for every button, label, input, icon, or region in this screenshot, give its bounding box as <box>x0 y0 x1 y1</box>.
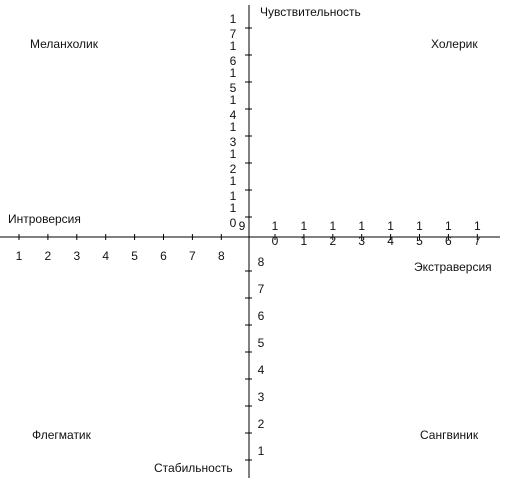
tick-label: 5 <box>257 336 265 350</box>
tick-label: 8 <box>257 255 265 269</box>
tick-label: 2 <box>44 249 52 263</box>
tick-label: 9 <box>238 219 246 233</box>
quadrant-label: Меланхолик <box>30 37 98 51</box>
tick-label: 4 <box>257 363 265 377</box>
tick-label: 8 <box>217 249 225 263</box>
tick-label: 2 <box>257 417 265 431</box>
tick-label: 16 <box>229 39 237 68</box>
quadrant-label: Флегматик <box>32 428 91 442</box>
tick-label: 6 <box>160 249 167 263</box>
quadrant-label: Сангвиник <box>420 428 479 442</box>
axis-label-right: Экстраверсия <box>414 260 492 274</box>
tick-label: 12 <box>329 219 337 248</box>
tick-label: 10 <box>229 201 237 230</box>
tick-label: 13 <box>229 120 237 149</box>
tick-label: 15 <box>416 219 423 248</box>
tick-label: 4 <box>102 249 110 263</box>
tick-label: 17 <box>473 219 481 248</box>
tick-label: 14 <box>387 219 394 248</box>
tick-label: 10 <box>271 219 279 248</box>
axis-label-bottom: Стабильность <box>154 461 233 475</box>
tick-label: 16 <box>445 219 452 248</box>
tick-label: 6 <box>257 309 265 323</box>
tick-label: 3 <box>73 249 81 263</box>
tick-label: 11 <box>229 174 237 203</box>
tick-label: 5 <box>131 249 138 263</box>
axis-label-top: Чувствительность <box>260 5 361 19</box>
tick-label: 1 <box>15 249 23 263</box>
tick-label: 11 <box>300 219 308 248</box>
tick-label: 12 <box>229 147 237 176</box>
tick-label: 15 <box>229 66 237 95</box>
axis-label-left: Интроверсия <box>8 212 81 226</box>
tick-label: 17 <box>229 12 237 41</box>
tick-label: 1 <box>257 444 265 458</box>
tick-label: 7 <box>257 282 265 296</box>
tick-label: 14 <box>229 93 237 122</box>
tick-label: 3 <box>257 390 265 404</box>
tick-label: 13 <box>358 219 366 248</box>
quadrant-label: Холерик <box>431 37 478 51</box>
tick-label: 7 <box>189 249 196 263</box>
